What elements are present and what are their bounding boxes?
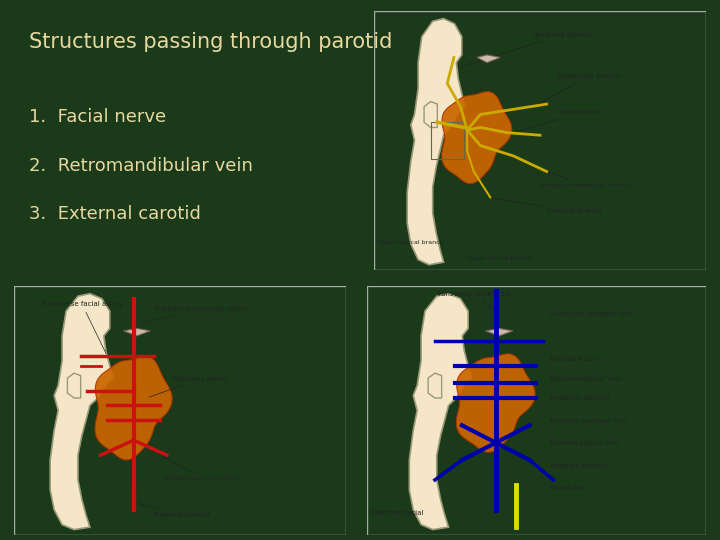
Text: Posterior auricular artery: Posterior auricular artery: [163, 456, 243, 481]
Text: Transverse facial vein: Transverse facial vein: [435, 291, 510, 309]
Text: Upper buccal branch: Upper buccal branch: [378, 240, 444, 245]
Text: Common facial: Common facial: [371, 510, 423, 516]
Polygon shape: [477, 55, 500, 63]
Polygon shape: [456, 354, 535, 452]
Polygon shape: [424, 102, 437, 127]
Text: 2.  Retromandibular vein: 2. Retromandibular vein: [29, 157, 253, 174]
Text: Facial nerve: Facial nerve: [516, 110, 602, 132]
Text: Cervical branch: Cervical branch: [490, 198, 601, 214]
Text: Temporal branch: Temporal branch: [460, 32, 592, 67]
Text: Lower buccal branch: Lower buccal branch: [467, 255, 533, 261]
Text: Transverse facial artery: Transverse facial artery: [41, 301, 123, 353]
Text: Facial vein: Facial vein: [550, 485, 587, 491]
Polygon shape: [428, 373, 441, 398]
Polygon shape: [95, 356, 172, 460]
Polygon shape: [124, 328, 150, 336]
Polygon shape: [409, 294, 472, 530]
Text: Superficial temporal artery: Superficial temporal artery: [143, 306, 248, 323]
Polygon shape: [68, 373, 81, 398]
Text: Retromandibular vein: Retromandibular vein: [550, 376, 621, 382]
Text: Marginal mandibular branch: Marginal mandibular branch: [536, 167, 629, 188]
Text: External jugular vein: External jugular vein: [550, 440, 618, 446]
Text: Maxillary artery: Maxillary artery: [150, 376, 228, 397]
Polygon shape: [50, 294, 114, 530]
Text: Posterior division: Posterior division: [550, 395, 610, 401]
Text: Structures passing through parotid: Structures passing through parotid: [29, 32, 392, 52]
Polygon shape: [441, 92, 512, 184]
Text: Anterior division: Anterior division: [550, 463, 607, 469]
Text: 3.  External carotid: 3. External carotid: [29, 205, 201, 223]
Text: Maxillary vein: Maxillary vein: [550, 356, 599, 362]
Bar: [431, 122, 464, 159]
Polygon shape: [408, 18, 466, 265]
Polygon shape: [485, 328, 513, 336]
Text: Posterior auricular vein: Posterior auricular vein: [550, 418, 626, 424]
Text: Zygomatic branch: Zygomatic branch: [536, 73, 621, 105]
Text: 1.  Facial nerve: 1. Facial nerve: [29, 108, 166, 126]
Text: Superficial temporal vein: Superficial temporal vein: [550, 311, 633, 317]
Text: External carotid: External carotid: [136, 503, 209, 518]
